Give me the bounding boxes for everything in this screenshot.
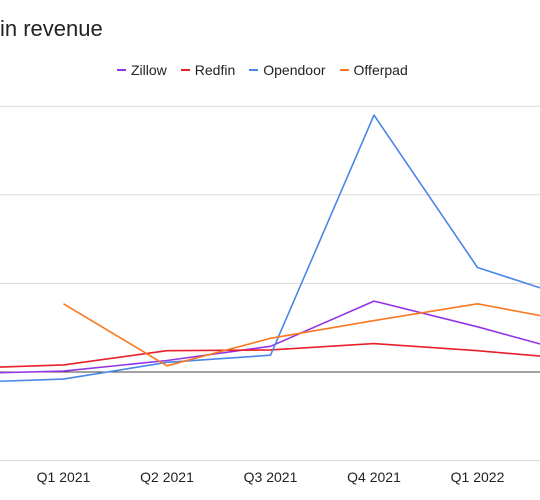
series-line-zillow	[0, 300, 540, 374]
legend-swatch	[180, 69, 190, 71]
series-line-redfin	[0, 342, 540, 368]
x-tick-label: Q4 2021	[347, 469, 401, 485]
chart-title: in revenue	[0, 16, 103, 41]
legend-item-redfin: Redfin	[180, 62, 236, 78]
x-tick-label: Q2 2021	[140, 469, 194, 485]
legend-swatch	[117, 69, 126, 71]
legend-item-offerpad: Offerpad	[339, 62, 408, 78]
legend-label: Opendoor	[263, 62, 326, 78]
x-tick-label: Q1 2021	[37, 469, 91, 485]
legend-label: Zillow	[131, 62, 167, 78]
x-tick-label: Q3 2021	[244, 469, 298, 485]
legend-label: Redfin	[194, 62, 236, 78]
chart-legend: Zillow Redfin Opendoor Offerpad	[117, 62, 408, 78]
series-line-opendoor	[0, 114, 540, 383]
series-line-offerpad	[63, 303, 540, 367]
legend-label: Offerpad	[353, 62, 408, 78]
legend-swatch	[339, 69, 349, 71]
x-tick-label: Q1 2022	[451, 469, 505, 485]
legend-item-opendoor: Opendoor	[249, 62, 326, 78]
legend-item-zillow: Zillow	[117, 62, 167, 78]
legend-swatch	[249, 69, 259, 71]
